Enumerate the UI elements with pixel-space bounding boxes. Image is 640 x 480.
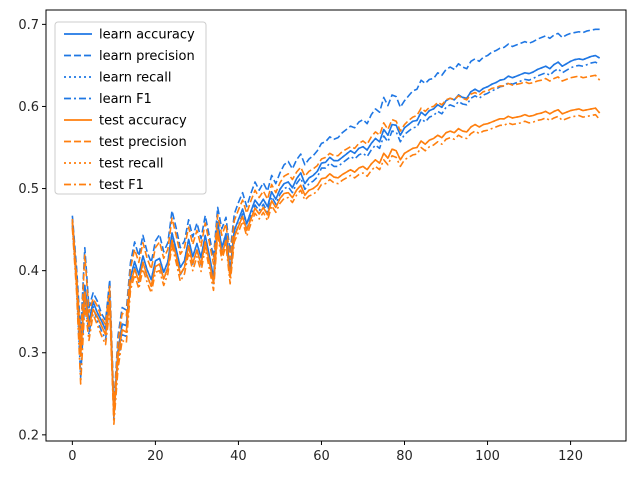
series-line-test-F1 bbox=[71, 113, 601, 425]
legend-box bbox=[54, 21, 207, 195]
y-tick-label: 0.6 bbox=[18, 100, 39, 115]
x-tick-label: 40 bbox=[230, 449, 247, 464]
y-tick-label: 0.5 bbox=[18, 182, 39, 197]
legend-label: test recall bbox=[99, 157, 164, 172]
x-tick-label: 120 bbox=[558, 449, 583, 464]
legend-label: learn F1 bbox=[99, 92, 152, 107]
series-line-learn-precision bbox=[71, 28, 600, 406]
x-tick-label: 0 bbox=[68, 449, 76, 464]
series-line-test-precision bbox=[71, 74, 601, 411]
x-axis: 0 20 40 60 80 100 120 bbox=[68, 441, 583, 464]
x-tick-label: 80 bbox=[396, 449, 413, 464]
x-tick-label: 60 bbox=[313, 449, 330, 464]
y-tick-label: 0.2 bbox=[18, 428, 39, 443]
legend-label: learn accuracy bbox=[99, 28, 195, 43]
legend-label: test F1 bbox=[99, 178, 144, 193]
series-line-learn-recall bbox=[71, 54, 601, 412]
legend: learn accuracy learn precision learn recal… bbox=[54, 21, 207, 195]
legend-label: test accuracy bbox=[99, 114, 187, 129]
x-tick-label: 20 bbox=[147, 449, 164, 464]
legend-label: learn precision bbox=[99, 49, 195, 64]
y-tick-label: 0.7 bbox=[18, 18, 39, 33]
y-tick-label: 0.4 bbox=[18, 264, 39, 279]
legend-label: learn recall bbox=[99, 71, 171, 86]
x-tick-label: 100 bbox=[475, 449, 500, 464]
axes-frame bbox=[45, 9, 627, 442]
series-line-test-recall bbox=[71, 107, 601, 418]
series-lines bbox=[71, 28, 601, 425]
y-tick-label: 0.3 bbox=[18, 346, 39, 361]
legend-label: test precision bbox=[99, 135, 187, 150]
y-axis: 0.2 0.3 0.4 0.5 0.6 0.7 bbox=[18, 18, 46, 443]
